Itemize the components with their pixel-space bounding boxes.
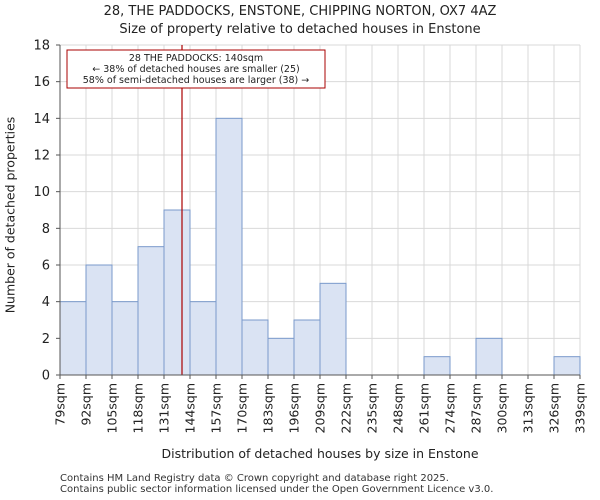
bar-79sqm — [59, 301, 87, 376]
annotation-line-1: 28 THE PADDOCKS: 140sqm — [129, 53, 263, 64]
bar-144sqm — [189, 301, 217, 376]
histogram-bars — [59, 117, 581, 376]
x-tick-label: 326sqm — [547, 383, 562, 433]
y-tick-label: 0 — [42, 369, 50, 384]
footer-line-2: Contains public sector information licen… — [60, 484, 494, 495]
x-tick-label: 144sqm — [183, 383, 198, 433]
x-tick-labels: 79sqm 92sqm 105sqm 118sqm 131sqm 144sqm 157sqm… — [53, 375, 588, 433]
y-tick-label: 8 — [42, 222, 50, 237]
x-tick-label: 209sqm — [313, 383, 328, 433]
x-tick-label: 79sqm — [53, 383, 68, 426]
bar-209sqm — [319, 282, 347, 376]
x-tick-label: 248sqm — [391, 383, 406, 433]
x-tick-label: 274sqm — [443, 383, 458, 433]
footer-line-1: Contains HM Land Registry data © Crown c… — [60, 473, 449, 484]
bar-118sqm — [137, 246, 165, 376]
annotation-line-2: ← 38% of detached houses are smaller (25… — [92, 64, 299, 75]
y-tick-label: 10 — [33, 185, 50, 200]
x-tick-label: 196sqm — [287, 383, 302, 433]
x-tick-label: 170sqm — [235, 383, 250, 433]
bar-105sqm — [111, 301, 139, 376]
y-tick-label: 18 — [33, 39, 50, 54]
y-tick-labels: 0 2 4 6 8 10 12 14 16 18 — [33, 39, 60, 384]
bar-157sqm — [215, 117, 243, 376]
x-tick-label: 339sqm — [573, 383, 588, 433]
x-axis-label: Distribution of detached houses by size … — [161, 446, 479, 461]
x-tick-label: 157sqm — [209, 383, 224, 433]
x-tick-label: 287sqm — [469, 383, 484, 433]
chart-title: 28, THE PADDOCKS, ENSTONE, CHIPPING NORT… — [103, 4, 497, 19]
annotation-frame — [66, 49, 326, 89]
bar-287sqm — [475, 337, 503, 376]
x-tick-label: 131sqm — [157, 383, 172, 433]
x-tick-label: 118sqm — [131, 383, 146, 433]
x-tick-label: 92sqm — [79, 383, 94, 426]
y-tick-label: 16 — [33, 75, 50, 90]
bar-196sqm — [293, 319, 321, 376]
x-tick-label: 300sqm — [495, 383, 510, 433]
bar-183sqm — [267, 337, 295, 376]
chart-subtitle: Size of property relative to detached ho… — [119, 22, 481, 37]
x-tick-label: 183sqm — [261, 383, 276, 433]
y-tick-label: 2 — [42, 332, 50, 347]
x-tick-label: 222sqm — [339, 383, 354, 433]
y-tick-label: 4 — [42, 295, 50, 310]
bar-326sqm — [553, 356, 581, 376]
y-tick-label: 14 — [33, 112, 50, 127]
annotation-line-3: 58% of semi-detached houses are larger (… — [83, 75, 310, 86]
bar-131sqm — [163, 209, 191, 376]
x-tick-label: 235sqm — [365, 383, 380, 433]
annotation-box: 28 THE PADDOCKS: 140sqm← 38% of detached… — [66, 49, 326, 89]
bar-261sqm — [423, 356, 451, 376]
x-tick-label: 261sqm — [417, 383, 432, 433]
y-tick-label: 12 — [33, 149, 50, 164]
bar-170sqm — [241, 319, 269, 376]
y-axis-label: Number of detached properties — [2, 116, 18, 314]
y-tick-label: 6 — [42, 259, 50, 274]
x-tick-label: 105sqm — [105, 383, 120, 433]
x-tick-label: 313sqm — [521, 383, 536, 433]
bar-92sqm — [85, 264, 113, 376]
